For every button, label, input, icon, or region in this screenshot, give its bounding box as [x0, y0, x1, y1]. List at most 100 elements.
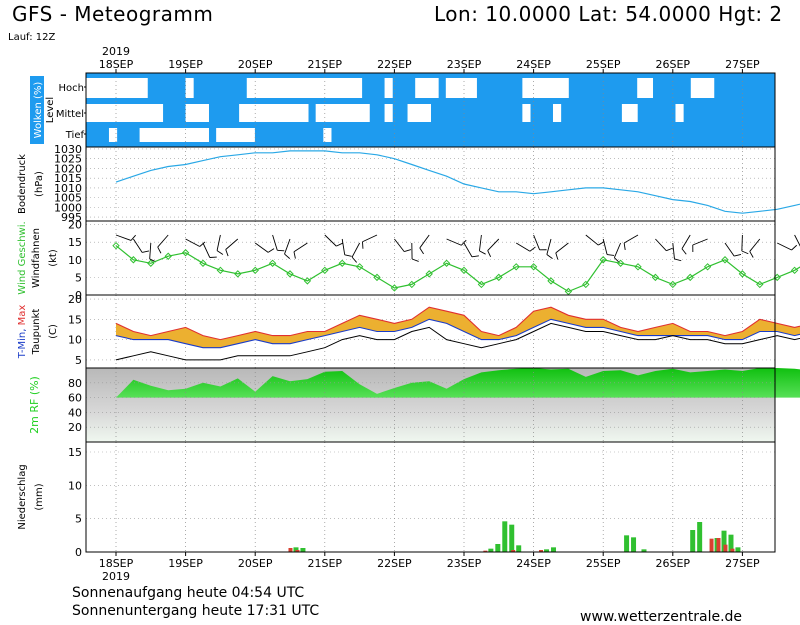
- source-link[interactable]: www.wetterzentrale.de: [580, 609, 743, 625]
- y-tick-label: 995: [61, 211, 82, 224]
- cloud-gap-mittel: [185, 104, 194, 122]
- cloud-gap-tief: [216, 128, 225, 142]
- cloud-gap-hoch: [644, 78, 654, 98]
- cloud-legend-box: [30, 76, 44, 144]
- cloud-gap-mittel: [139, 104, 148, 122]
- sunset-text: Sonnenuntergang heute 17:31 UTC: [72, 603, 320, 619]
- cloud-gap-hoch: [277, 78, 286, 98]
- cloud-gap-mittel: [315, 104, 324, 122]
- wind-barb-flag: [336, 242, 343, 247]
- wind-barb: [394, 238, 405, 252]
- y-tick-label: 1030: [54, 143, 82, 156]
- wind-speed-point: [355, 263, 364, 271]
- date-label-bottom: 19SEP: [168, 557, 203, 570]
- wind-barb-flag: [791, 244, 798, 251]
- date-label-top: 23SEP: [447, 58, 482, 71]
- cloud-gap-hoch: [453, 78, 462, 98]
- wind-barb-flag: [277, 249, 285, 252]
- date-label-top: 19SEP: [168, 58, 203, 71]
- precip-bar-rain: [631, 537, 637, 552]
- wind-barb: [681, 234, 691, 249]
- sunrise-text: Sonnenaufgang heute 04:54 UTC: [72, 585, 305, 601]
- axis-label: (hPa): [34, 171, 45, 197]
- cloud-gap-hoch: [430, 78, 439, 98]
- wind-speed-point: [199, 259, 207, 267]
- cloud-gap-hoch: [86, 78, 95, 98]
- precip-bar-convective: [295, 550, 300, 552]
- wind-barb: [623, 234, 639, 244]
- wind-barb: [149, 242, 152, 259]
- cloud-gap-tief: [162, 128, 171, 142]
- cloud-gap-hoch: [308, 78, 317, 98]
- date-label-bottom: 21SEP: [308, 557, 343, 570]
- y-tick-label: 1005: [54, 192, 82, 205]
- cloud-gap-hoch: [560, 78, 569, 98]
- precip-bar-rain: [516, 545, 522, 552]
- wind-speed-point: [181, 249, 190, 257]
- wind-speed-point: [756, 280, 764, 289]
- wind-barb: [133, 238, 143, 253]
- wind-barb: [272, 234, 278, 251]
- wind-barb: [794, 234, 800, 247]
- date-label-top: 22SEP: [377, 58, 412, 71]
- y-tick-label: 5: [75, 271, 82, 284]
- y-tick-label: 1025: [54, 153, 82, 166]
- axis-label: Taupunkt: [31, 309, 42, 356]
- y-tick-label: 5: [75, 354, 82, 367]
- cloud-gap-tief: [323, 128, 332, 142]
- tmax-legend: Max: [17, 305, 28, 329]
- wind-barb: [692, 238, 708, 246]
- wind-speed-point: [321, 266, 329, 275]
- location-coords: Lon: 10.0000 Lat: 54.0000 Hgt: 2: [434, 2, 783, 26]
- precip-bar-convective: [716, 538, 721, 552]
- cloud-gap-tief: [200, 128, 209, 142]
- precip-bar-convective: [483, 550, 488, 552]
- cloud-gap-tief: [239, 128, 248, 142]
- precip-bar-rain: [551, 547, 556, 552]
- wind-barb-flag: [225, 249, 229, 257]
- cloud-gap-tief: [154, 128, 164, 142]
- precip-bar-convective: [709, 538, 714, 552]
- cloud-gap-mittel: [675, 104, 684, 122]
- cloud-gap-mittel: [131, 104, 141, 122]
- wind-speed-point: [268, 259, 277, 267]
- wind-barb: [293, 242, 308, 253]
- wind-barb: [672, 242, 675, 259]
- cloud-gap-hoch: [101, 78, 110, 98]
- cloud-gap-hoch: [93, 78, 102, 98]
- wind-speed-point: [634, 263, 642, 271]
- axis-label: Niederschlag: [17, 464, 28, 529]
- axis-label: Level: [45, 97, 56, 123]
- wind-barb: [463, 242, 473, 258]
- axis-label: Wolken (%): [33, 82, 44, 139]
- wind-speed-point: [773, 273, 781, 282]
- cloud-gap-hoch: [422, 78, 431, 98]
- wind-barb-flag: [461, 239, 467, 246]
- wind-speed-point: [564, 287, 573, 296]
- wind-speed-point: [303, 277, 312, 285]
- wind-barb: [341, 238, 346, 255]
- wind-barb-flag: [142, 250, 150, 253]
- y-tick-label: 10: [68, 479, 82, 492]
- wind-barb: [446, 238, 462, 246]
- wind-speed-point: [495, 273, 503, 282]
- date-label-top: 27SEP: [725, 58, 760, 71]
- cloud-gap-mittel: [147, 104, 156, 122]
- cloud-gap-mittel: [262, 104, 271, 122]
- wind-speed-point: [390, 284, 399, 292]
- date-label-bottom: 24SEP: [516, 557, 551, 570]
- cloud-gap-hoch: [300, 78, 309, 98]
- wind-barb: [225, 238, 239, 250]
- precip-bar-rain: [728, 534, 734, 552]
- cloud-gap-mittel: [415, 104, 424, 122]
- cloud-gap-hoch: [353, 78, 363, 98]
- y-tick-label: 1010: [54, 182, 82, 195]
- cloud-gap-mittel: [552, 104, 562, 122]
- cloud-gap-tief: [193, 128, 202, 142]
- cloud-gap-mittel: [239, 104, 248, 122]
- cloud-gap-hoch: [330, 78, 340, 98]
- cloud-gap-hoch: [292, 78, 301, 98]
- precip-bar-rain: [690, 530, 696, 552]
- wind-speed-point: [129, 256, 138, 264]
- wind-barb: [351, 242, 360, 258]
